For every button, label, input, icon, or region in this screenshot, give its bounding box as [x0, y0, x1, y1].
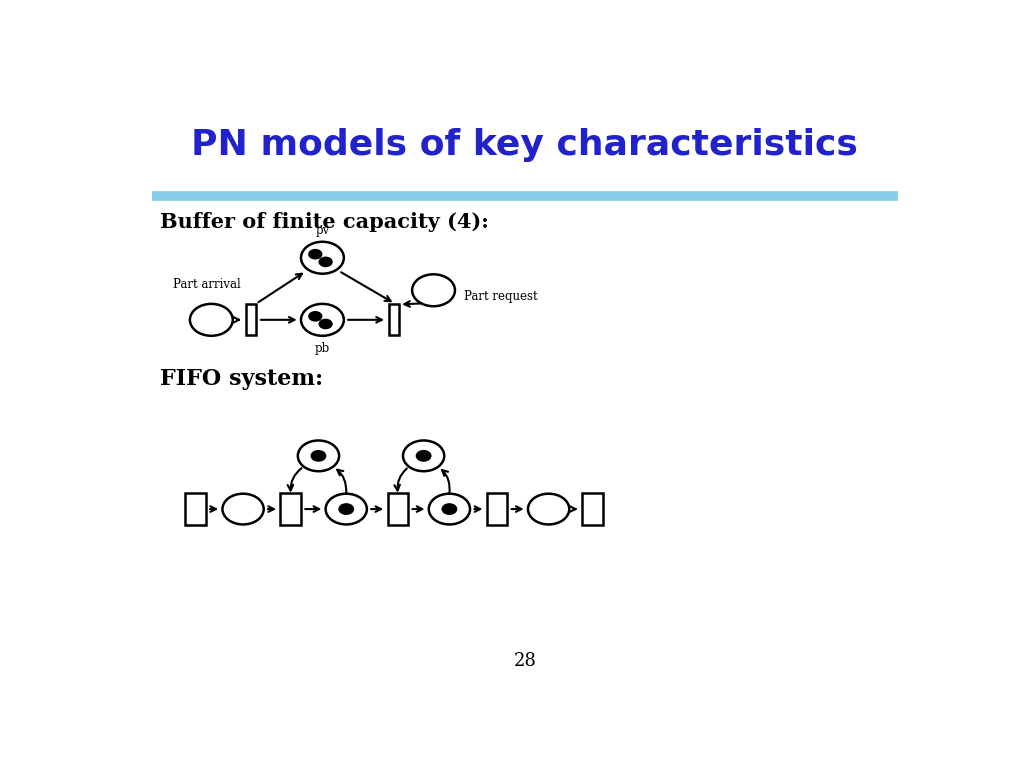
Bar — [246, 304, 256, 335]
Bar — [486, 493, 507, 525]
Circle shape — [301, 242, 344, 273]
Text: Part request: Part request — [464, 290, 538, 303]
Circle shape — [222, 494, 264, 525]
Text: Part arrival: Part arrival — [173, 279, 242, 291]
Circle shape — [301, 304, 344, 336]
Text: Buffer of finite capacity (4):: Buffer of finite capacity (4): — [160, 212, 488, 232]
Circle shape — [318, 319, 333, 329]
Bar — [281, 493, 301, 525]
Text: FIFO system:: FIFO system: — [160, 368, 323, 390]
Circle shape — [298, 441, 339, 472]
Circle shape — [403, 441, 444, 472]
Bar — [582, 493, 602, 525]
Circle shape — [416, 450, 431, 462]
Bar — [185, 493, 206, 525]
Circle shape — [326, 494, 367, 525]
Circle shape — [441, 503, 458, 515]
Text: PN models of key characteristics: PN models of key characteristics — [191, 128, 858, 162]
Text: 28: 28 — [513, 652, 537, 670]
Circle shape — [429, 494, 470, 525]
Text: pv: pv — [315, 224, 330, 237]
Circle shape — [308, 311, 323, 322]
Text: pb: pb — [314, 342, 330, 355]
Circle shape — [189, 304, 232, 336]
Circle shape — [318, 257, 333, 267]
Circle shape — [338, 503, 354, 515]
Circle shape — [310, 450, 327, 462]
Bar — [387, 493, 409, 525]
Circle shape — [412, 274, 455, 306]
Circle shape — [308, 249, 323, 260]
Circle shape — [528, 494, 569, 525]
Bar — [389, 304, 399, 335]
